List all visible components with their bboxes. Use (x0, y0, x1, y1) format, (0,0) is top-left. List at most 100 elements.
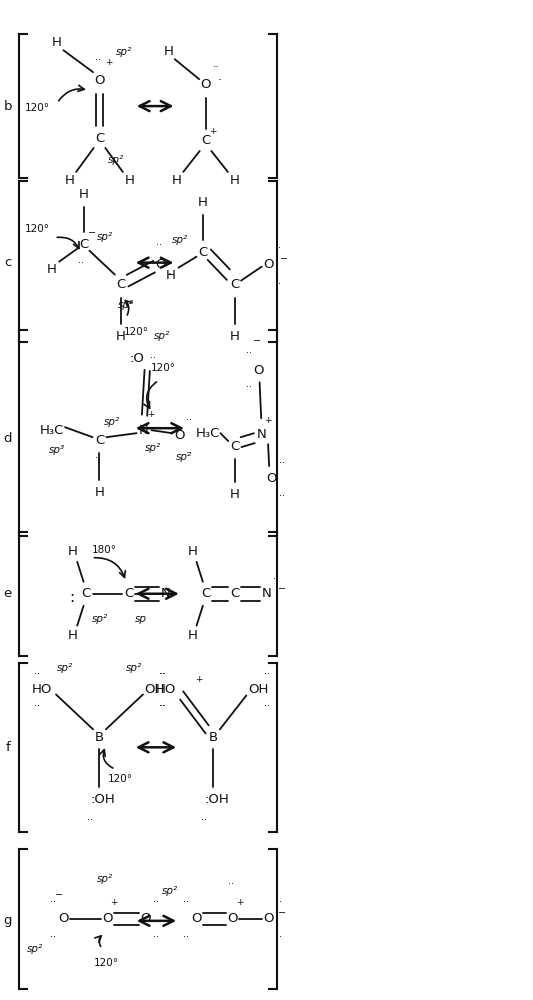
Text: +: + (110, 898, 118, 907)
Text: −: − (253, 336, 261, 346)
Text: N: N (262, 587, 271, 600)
Text: sp²: sp² (108, 155, 124, 165)
Text: :OH: :OH (204, 793, 229, 806)
Text: ··: ·· (279, 458, 285, 468)
Text: O: O (102, 912, 112, 925)
Text: O: O (155, 258, 166, 271)
Text: sp²: sp² (27, 944, 43, 954)
Text: ·: · (167, 268, 171, 281)
Text: H: H (230, 488, 240, 501)
Text: H: H (230, 174, 240, 187)
Text: ··: ·· (34, 701, 40, 711)
Text: B: B (95, 731, 104, 744)
Text: ··: ·· (50, 897, 56, 907)
Text: H: H (230, 330, 240, 343)
Text: H: H (79, 188, 88, 201)
Text: C: C (95, 434, 104, 447)
Text: O: O (266, 472, 277, 485)
Text: H: H (47, 263, 56, 276)
Text: ··: ·· (186, 448, 192, 458)
Text: sp²: sp² (126, 663, 142, 673)
Text: ··: ·· (273, 574, 279, 584)
Text: H: H (68, 629, 78, 642)
Text: C: C (116, 278, 125, 291)
Text: HO: HO (156, 683, 176, 696)
Text: ··: ·· (201, 815, 207, 825)
Text: sp²: sp² (115, 47, 132, 57)
Text: ··: ·· (213, 62, 219, 72)
Text: −: − (88, 228, 96, 238)
Text: ··: ·· (279, 491, 285, 501)
Text: 120°: 120° (151, 363, 175, 373)
Text: O: O (253, 364, 264, 377)
Text: B: B (209, 731, 218, 744)
Text: b: b (4, 100, 12, 113)
Text: +: + (147, 410, 154, 419)
Text: ··: ·· (228, 879, 234, 889)
Text: ··: ·· (50, 932, 56, 942)
Text: C: C (79, 238, 88, 251)
Text: ··: ·· (275, 243, 281, 253)
Text: C: C (82, 587, 91, 600)
Text: H₃C: H₃C (39, 424, 64, 437)
Text: HO: HO (31, 683, 52, 696)
Text: C: C (198, 246, 207, 259)
Text: ··: ·· (153, 932, 159, 942)
Text: O: O (263, 258, 273, 271)
Text: sp²: sp² (97, 232, 113, 242)
Text: :OH: :OH (90, 793, 115, 806)
Text: C: C (124, 587, 133, 600)
Text: O: O (174, 429, 184, 442)
Text: ··: ·· (264, 670, 270, 680)
Text: −: − (54, 890, 63, 900)
Text: +: + (195, 675, 203, 684)
Text: C: C (201, 134, 210, 147)
Text: H: H (164, 45, 173, 58)
Text: ··: ·· (150, 353, 156, 363)
Text: ··: ·· (246, 382, 252, 392)
Text: H: H (68, 545, 78, 558)
Text: C: C (201, 587, 210, 600)
Text: f: f (5, 741, 10, 754)
Text: O: O (191, 912, 202, 925)
Text: ··: ·· (95, 55, 101, 65)
Text: O: O (140, 912, 151, 925)
Text: H: H (166, 269, 176, 282)
Text: C: C (230, 587, 239, 600)
Text: O: O (59, 912, 69, 925)
Text: :: : (69, 590, 75, 605)
Text: sp²: sp² (96, 874, 113, 884)
Text: sp²: sp² (92, 614, 108, 624)
Text: N: N (139, 424, 148, 437)
Text: ··: ·· (78, 258, 84, 268)
Text: 120°: 120° (25, 103, 50, 113)
Text: N: N (256, 428, 266, 441)
Text: sp³: sp³ (49, 445, 65, 455)
Text: sp²: sp² (161, 886, 177, 896)
Text: ··: ·· (183, 897, 189, 907)
Text: ··: ·· (186, 415, 192, 425)
Text: sp²: sp² (104, 417, 120, 427)
Text: c: c (4, 256, 11, 269)
Text: sp²: sp² (172, 235, 188, 245)
Text: H: H (64, 174, 74, 187)
Text: C: C (230, 440, 239, 453)
Text: sp²: sp² (176, 452, 192, 462)
Text: H: H (198, 196, 208, 209)
Text: e: e (4, 587, 12, 600)
Text: ··: ·· (276, 897, 281, 907)
Text: 120°: 120° (25, 224, 50, 234)
Text: −: − (278, 584, 286, 594)
Text: −: − (280, 254, 288, 264)
Text: ·: · (217, 74, 221, 87)
Text: ··: ·· (156, 240, 163, 250)
Text: sp²: sp² (118, 300, 134, 310)
Text: H: H (94, 486, 104, 499)
Text: +: + (236, 898, 243, 907)
Text: OH: OH (248, 683, 268, 696)
Text: ··: ·· (246, 348, 252, 358)
Text: sp²: sp² (145, 443, 161, 453)
Text: sp: sp (135, 614, 147, 624)
Text: 120°: 120° (94, 958, 119, 968)
Text: H: H (125, 174, 135, 187)
